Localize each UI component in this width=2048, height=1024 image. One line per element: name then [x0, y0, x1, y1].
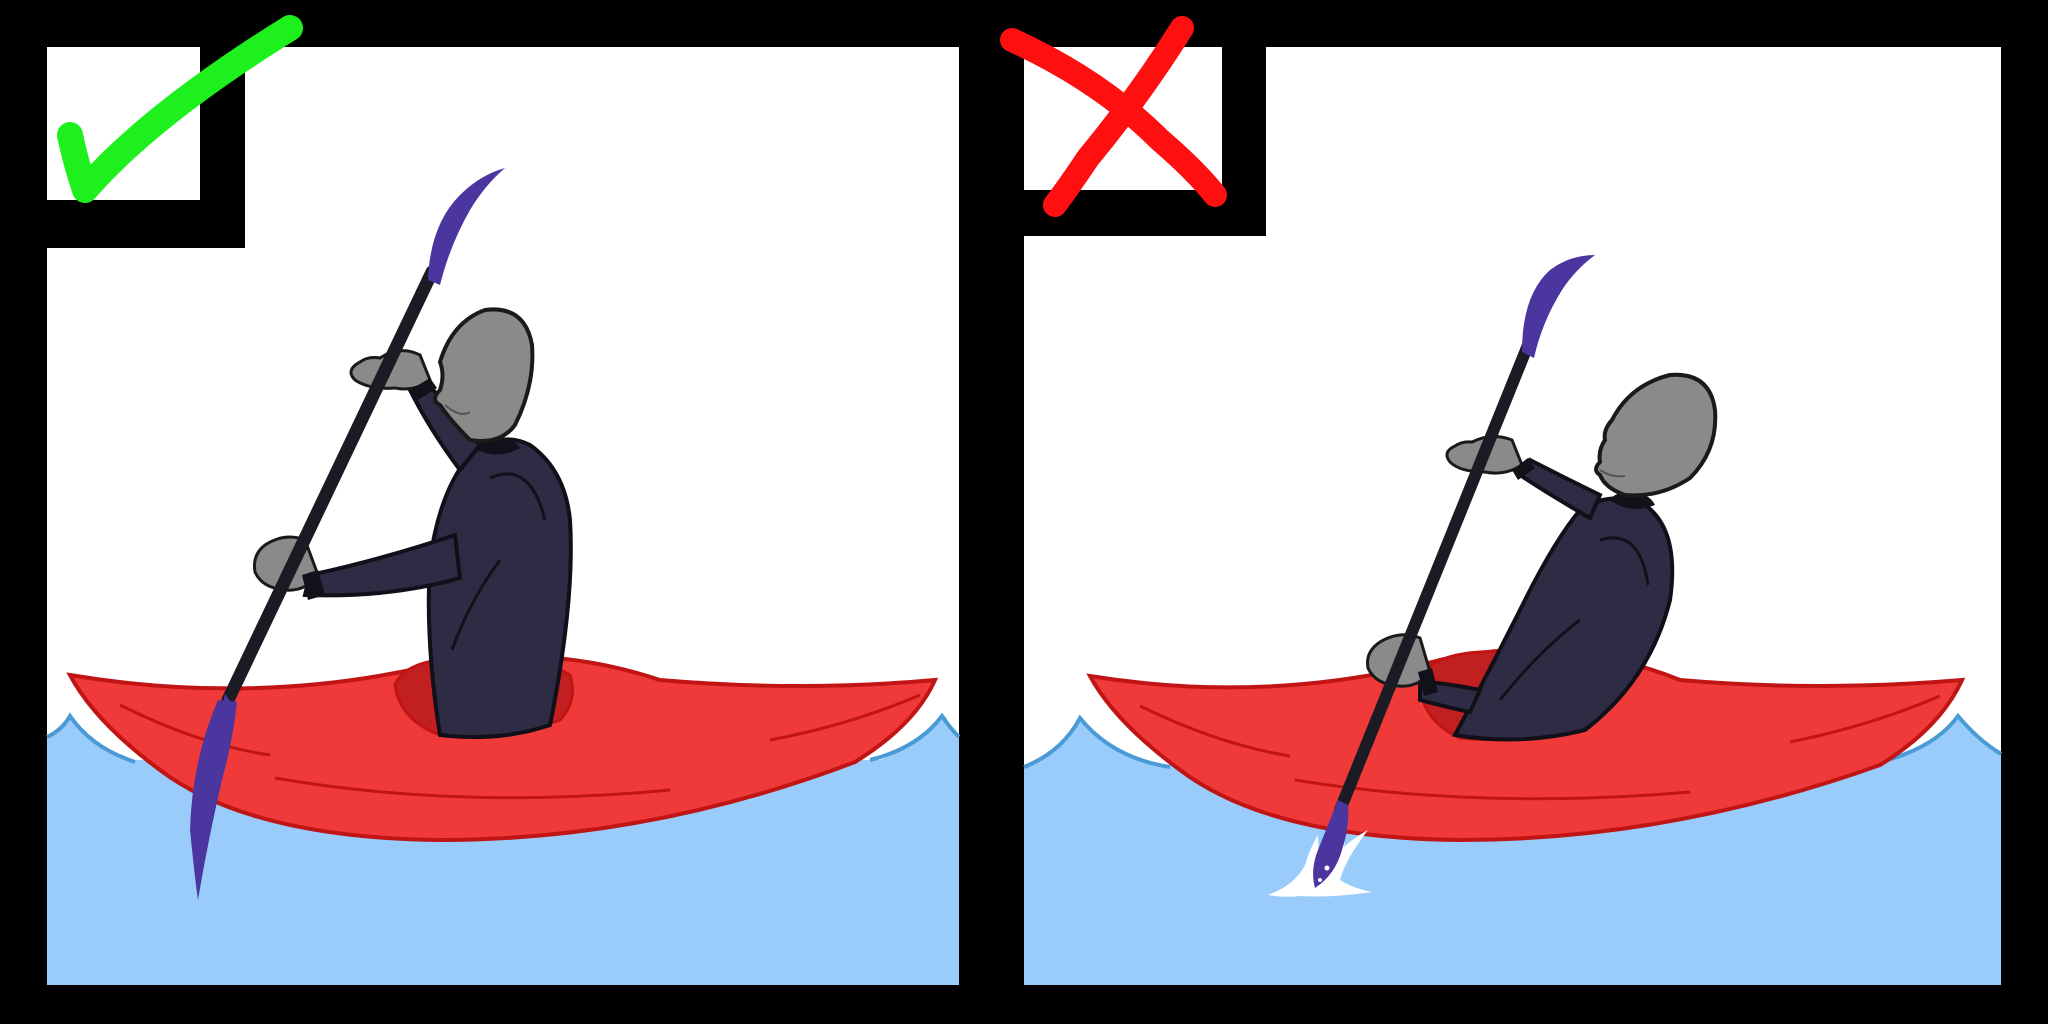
panel-correct-kayak	[66, 654, 939, 843]
panel-incorrect-paddle	[1313, 255, 1595, 888]
panel-incorrect-corner-tab	[1024, 47, 1266, 236]
panel-correct-water-line	[46, 712, 961, 764]
panel-correct-paddler	[253, 307, 573, 740]
panel-correct-paddle	[190, 168, 505, 900]
check-mark-icon	[57, 15, 303, 203]
panel-incorrect-paddler	[1366, 372, 1718, 742]
cross-mark-icon	[1000, 16, 1227, 217]
panel-correct-upper-blade	[428, 168, 505, 285]
panel-incorrect-upper-blade	[1522, 255, 1595, 358]
panel-incorrect-lower-blade	[1313, 800, 1349, 888]
panel-correct	[46, 15, 961, 985]
panel-incorrect-water-line	[1023, 712, 2003, 769]
panel-incorrect	[1000, 16, 2003, 985]
